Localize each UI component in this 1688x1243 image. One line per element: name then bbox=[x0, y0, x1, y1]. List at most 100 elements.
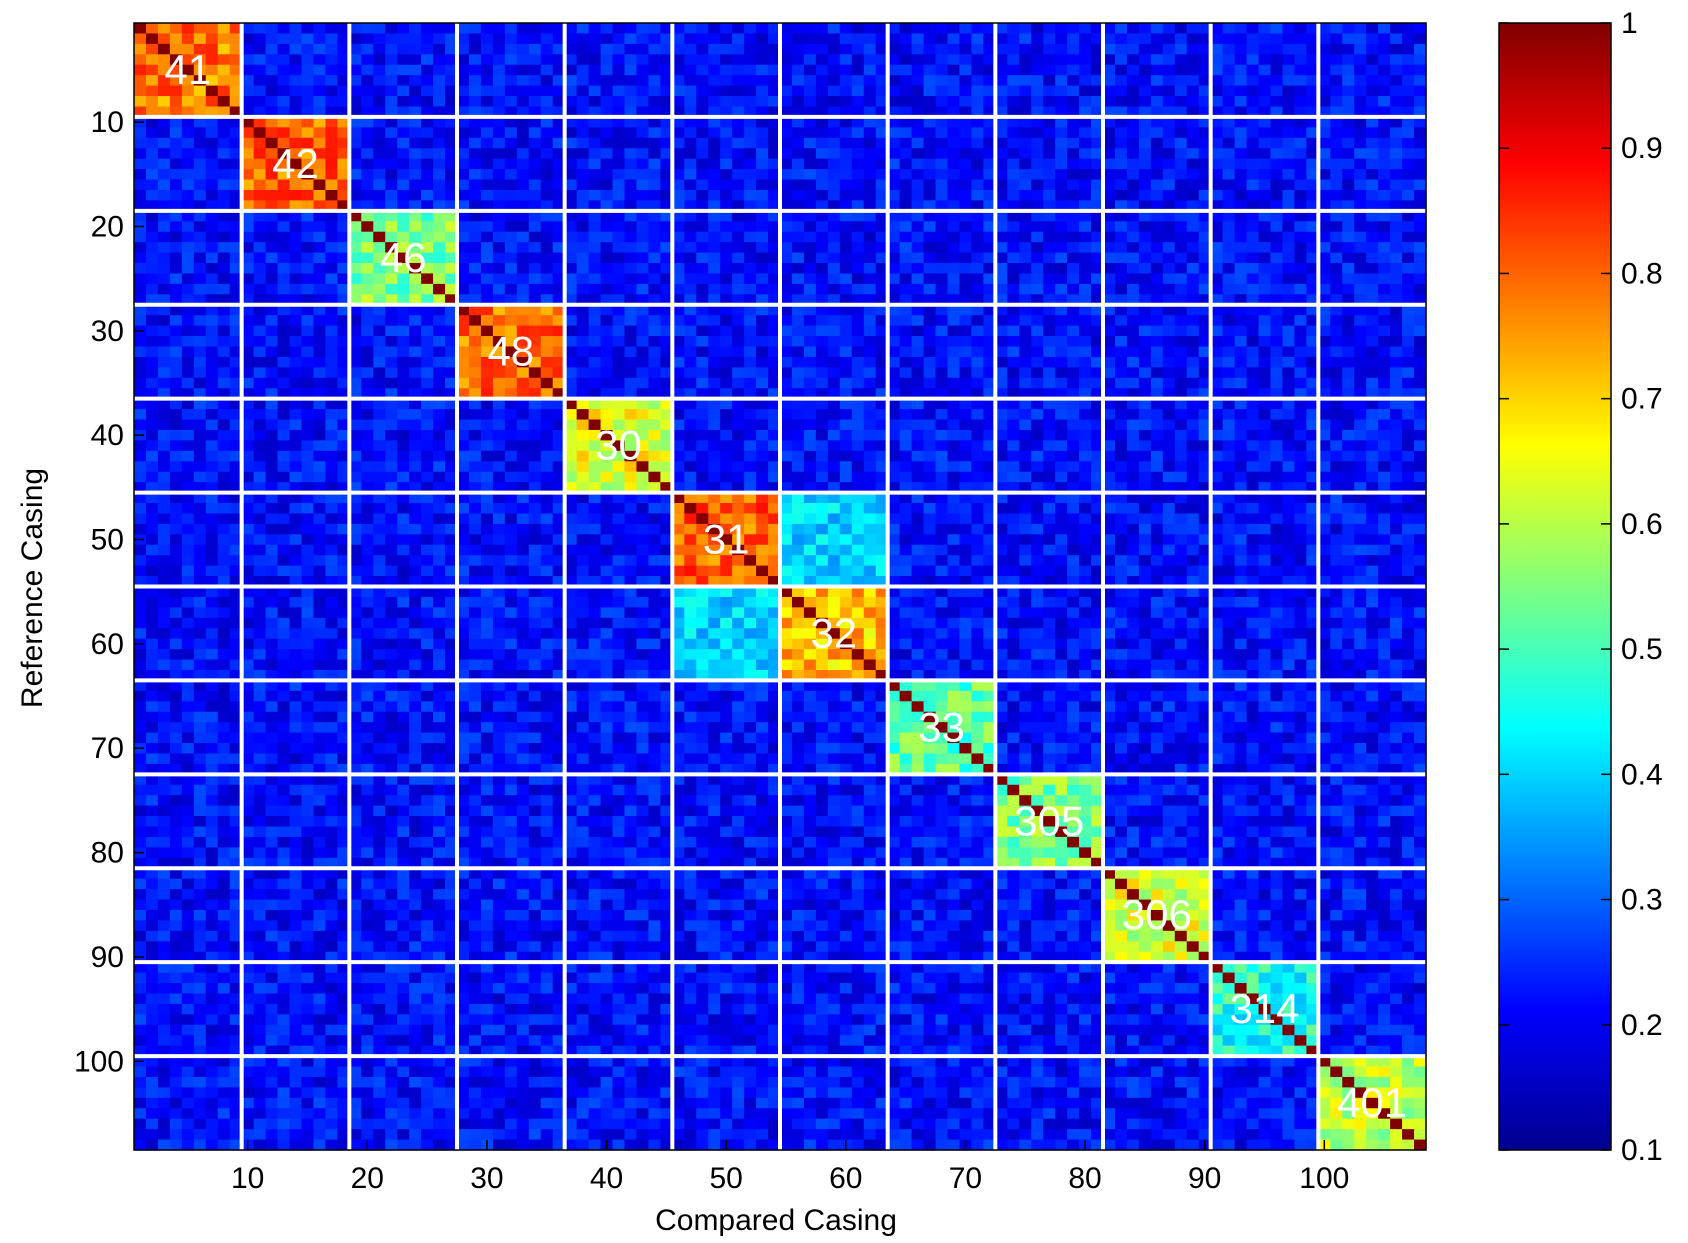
heatmap-cell bbox=[815, 419, 829, 431]
heatmap-cell bbox=[959, 315, 972, 327]
heatmap-cell bbox=[1031, 127, 1044, 139]
heatmap-cell bbox=[624, 96, 638, 108]
heatmap-cell bbox=[600, 200, 614, 212]
heatmap-cell bbox=[1354, 398, 1367, 410]
heatmap-cell bbox=[1222, 304, 1236, 316]
heatmap-cell bbox=[1174, 221, 1188, 233]
heatmap-cell bbox=[899, 64, 913, 76]
heatmap-cell bbox=[1079, 127, 1092, 139]
heatmap-cell bbox=[1126, 64, 1140, 76]
heatmap-cell bbox=[1031, 336, 1044, 348]
heatmap-cell bbox=[421, 471, 434, 483]
heatmap-cell bbox=[409, 315, 422, 327]
heatmap-cell bbox=[361, 263, 374, 275]
heatmap-cell bbox=[1043, 492, 1056, 504]
heatmap-cell bbox=[181, 179, 195, 191]
heatmap-cell bbox=[409, 346, 422, 358]
heatmap-cell bbox=[636, 210, 649, 222]
heatmap-cell bbox=[1342, 440, 1355, 452]
heatmap-cell bbox=[373, 252, 386, 264]
heatmap-cell bbox=[1390, 189, 1403, 201]
heatmap-cell bbox=[1234, 450, 1248, 462]
heatmap-cell bbox=[768, 398, 781, 410]
heatmap-cell bbox=[768, 106, 781, 118]
heatmap-cell bbox=[1103, 200, 1116, 212]
heatmap-cell bbox=[612, 116, 626, 128]
heatmap-cell bbox=[995, 116, 1008, 128]
heatmap-cell bbox=[827, 127, 841, 139]
heatmap-cell bbox=[337, 116, 350, 128]
heatmap-cell bbox=[636, 398, 649, 410]
heatmap-cell bbox=[253, 367, 267, 379]
heatmap-cell bbox=[325, 482, 338, 494]
heatmap-cell bbox=[911, 242, 925, 254]
heatmap-cell bbox=[145, 127, 159, 139]
heatmap-cell bbox=[1019, 116, 1032, 128]
heatmap-cell bbox=[1150, 231, 1164, 243]
heatmap-cell bbox=[959, 96, 972, 108]
heatmap-cell bbox=[803, 492, 817, 504]
heatmap-cell bbox=[1126, 492, 1140, 504]
heatmap-cell bbox=[947, 450, 961, 462]
heatmap-cell bbox=[1270, 127, 1284, 139]
heatmap-cell bbox=[1031, 231, 1044, 243]
heatmap-cell bbox=[1067, 210, 1080, 222]
heatmap-cell bbox=[1103, 356, 1116, 368]
heatmap-cell bbox=[1270, 461, 1284, 473]
heatmap-cell bbox=[1330, 96, 1343, 108]
heatmap-cell bbox=[1210, 43, 1224, 55]
heatmap-cell bbox=[492, 325, 506, 337]
heatmap-cell bbox=[1234, 116, 1248, 128]
heatmap-cell bbox=[636, 116, 649, 128]
heatmap-cell bbox=[839, 127, 853, 139]
heatmap-cell bbox=[1126, 304, 1140, 316]
heatmap-cell bbox=[516, 23, 530, 35]
heatmap-cell bbox=[624, 148, 638, 160]
heatmap-cell bbox=[983, 33, 996, 45]
heatmap-cell bbox=[1055, 325, 1068, 337]
heatmap-cell bbox=[636, 43, 649, 55]
heatmap-cell bbox=[409, 200, 422, 212]
heatmap-cell bbox=[349, 210, 362, 222]
heatmap-cell bbox=[564, 75, 578, 87]
heatmap-cell bbox=[1067, 346, 1080, 358]
heatmap-cell bbox=[1222, 283, 1236, 295]
heatmap-cell bbox=[468, 23, 482, 35]
heatmap-cell bbox=[983, 482, 996, 494]
heatmap-cell bbox=[911, 398, 925, 410]
heatmap-cell bbox=[433, 252, 446, 264]
heatmap-cell bbox=[684, 388, 697, 400]
heatmap-cell bbox=[899, 471, 913, 483]
heatmap-cell bbox=[1330, 148, 1343, 160]
heatmap-cell bbox=[1103, 377, 1116, 389]
heatmap-cell bbox=[1055, 116, 1068, 128]
heatmap-cell bbox=[959, 492, 972, 504]
heatmap-cell bbox=[373, 64, 386, 76]
heatmap-cell bbox=[313, 137, 326, 149]
heatmap-cell bbox=[911, 346, 925, 358]
heatmap-cell bbox=[1234, 482, 1248, 494]
heatmap-cell bbox=[744, 440, 757, 452]
heatmap-cell bbox=[851, 263, 865, 275]
heatmap-cell bbox=[1186, 346, 1200, 358]
heatmap-cell bbox=[1330, 461, 1343, 473]
heatmap-cell bbox=[971, 96, 984, 108]
heatmap-cell bbox=[145, 461, 159, 473]
heatmap-cell bbox=[696, 54, 709, 66]
heatmap-cell bbox=[468, 231, 482, 243]
heatmap-cell bbox=[1174, 263, 1188, 275]
heatmap-cell bbox=[1031, 283, 1044, 295]
heatmap-cell bbox=[756, 33, 769, 45]
heatmap-cell bbox=[1234, 492, 1248, 504]
heatmap-cell bbox=[588, 461, 602, 473]
heatmap-cell bbox=[1126, 429, 1140, 442]
heatmap-cell bbox=[887, 346, 901, 358]
heatmap-cell bbox=[672, 200, 685, 212]
heatmap-cell bbox=[935, 231, 949, 243]
heatmap-cell bbox=[995, 179, 1008, 191]
heatmap-cell bbox=[421, 419, 434, 431]
heatmap-cell bbox=[887, 64, 901, 76]
heatmap-cell bbox=[409, 419, 422, 431]
heatmap-cell bbox=[1079, 304, 1092, 316]
heatmap-cell bbox=[169, 242, 183, 254]
